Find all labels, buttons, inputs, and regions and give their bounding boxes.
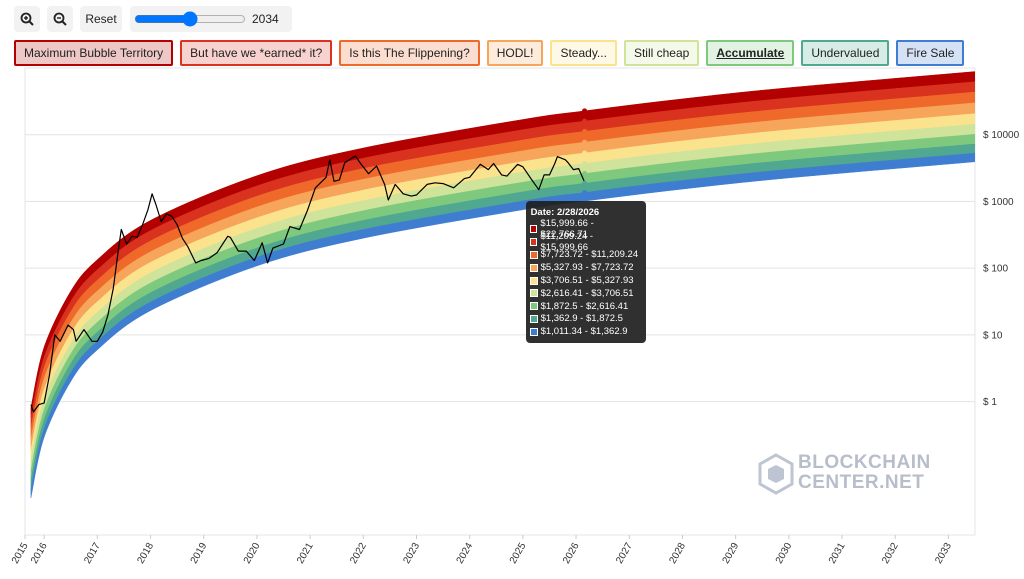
price-line [30,155,586,413]
legend-button[interactable]: Maximum Bubble Territory [14,40,174,66]
x-tick-label: 2017 [82,541,103,566]
tooltip-range: $3,706.51 - $5,327.93 [540,275,634,287]
tooltip-swatch [529,276,538,285]
x-tick-label: 2033 [933,541,954,566]
legend-button[interactable]: Steady... [550,40,617,66]
x-tick-label: 2024 [455,541,476,566]
y-tick-label: $ 1 [983,397,997,408]
rainbow-band [30,143,975,490]
x-tick-label: 2020 [242,541,263,566]
y-tick-label: $ 100 [983,264,1008,275]
legend-button[interactable]: Undervalued [801,40,890,66]
x-tick-label: 2021 [295,541,316,566]
hover-marker [582,108,588,114]
tooltip-row: $3,706.51 - $5,327.93 [529,274,642,287]
watermark-line1: BLOCKCHAIN [798,452,931,473]
x-tick-label: 2018 [135,541,156,566]
y-tick-label: $ 1000 [983,197,1014,208]
tooltip-range: $1,362.9 - $1,872.5 [540,313,623,325]
year-slider-box: 2034 [130,6,292,32]
tooltip-title: Date: 2/28/2026 [530,207,600,218]
hover-marker [582,180,588,186]
legend-button[interactable]: HODL! [486,40,544,66]
tooltip-row: $2,616.41 - $3,706.51 [529,287,642,300]
hover-markers [582,108,588,195]
tooltip-row: $7,723.72 - $11,209.24 [529,249,642,262]
tooltip-range: $1,872.5 - $2,616.41 [540,300,629,312]
tooltip-swatch [529,238,538,247]
hover-marker [582,139,588,145]
x-tick-label: 2019 [189,541,210,566]
tooltip-range: $5,327.93 - $7,723.72 [540,262,634,274]
tooltip-swatch [529,289,538,298]
x-tick-label: 2015 [10,541,31,566]
tooltip-row: $11,209.24 - $15,999.66 [529,231,642,253]
tooltip-row: $15,999.66 - $22,766.71 [529,218,642,240]
legend: Maximum Bubble Territory But have we *ear… [14,40,965,66]
legend-button[interactable]: But have we *earned* it? [180,40,333,66]
tooltip-row: $1,872.5 - $2,616.41 [529,300,642,313]
legend-button[interactable]: Fire Sale [896,40,965,66]
x-tick-label: 2032 [880,541,901,566]
x-tick-label: 2027 [614,541,635,566]
hover-marker [582,160,588,166]
legend-button[interactable]: Still cheap [623,40,700,66]
x-tick-label: 2031 [827,541,848,566]
watermark: BLOCKCHAIN CENTER.NET [758,452,931,495]
bands [30,71,975,498]
y-tick-label: $ 10000 [983,130,1020,141]
tooltip-row: $1,362.9 - $1,872.5 [529,313,642,326]
tooltip-row: $1,011.34 - $1,362.9 [529,325,642,338]
x-tick-label: 2016 [29,541,50,566]
tooltip-swatch [529,302,538,311]
tooltip-swatch [529,327,538,336]
tooltip-range: $15,999.66 - $22,766.71 [540,218,594,241]
zoom-in-button[interactable] [14,6,40,32]
reset-button[interactable]: Reset [80,6,122,32]
x-tick-label: 2029 [721,541,742,566]
x-tick-label: 2030 [774,541,795,566]
zoom-out-icon [53,12,67,26]
x-tick-label: 2026 [561,541,582,566]
price-layer [30,155,586,413]
watermark-logo [758,453,794,495]
tooltip-row: $5,327.93 - $7,723.72 [529,261,642,274]
tooltip-range: $1,011.34 - $1,362.9 [540,326,628,338]
zoom-in-icon [20,12,34,26]
x-tick-label: 2025 [508,541,529,566]
watermark-line2: CENTER.NET [798,472,924,493]
tooltip: Date: 2/28/2026 $15,999.66 - $22,766.71 $… [525,201,646,344]
tooltip-swatch [529,263,538,272]
x-tick-label: 2022 [348,541,369,566]
y-tick-label: $ 10 [983,330,1003,341]
tooltip-range: $11,209.24 - $15,999.66 [540,231,594,254]
tooltip-swatch [529,225,538,234]
tooltip-swatch [529,314,538,323]
year-slider[interactable] [134,11,246,27]
legend-button[interactable]: Accumulate [706,40,795,66]
rainbow-band [30,152,975,498]
tooltip-swatch [529,250,538,259]
zoom-out-button[interactable] [47,6,73,32]
hover-marker [582,128,588,134]
year-value: 2034 [252,12,279,26]
hover-marker [582,150,588,156]
x-tick-label: 2023 [401,541,422,566]
x-tick-label: 2028 [667,541,688,566]
legend-button[interactable]: Is this The Flippening? [339,40,480,66]
hover-marker [582,189,588,195]
hover-marker [582,118,588,124]
plot-frame [24,67,976,536]
rainbow-band [30,134,975,481]
hover-marker [582,171,588,177]
tooltip-range: $7,723.72 - $11,209.24 [540,249,639,261]
tooltip-range: $2,616.41 - $3,706.51 [540,287,634,299]
